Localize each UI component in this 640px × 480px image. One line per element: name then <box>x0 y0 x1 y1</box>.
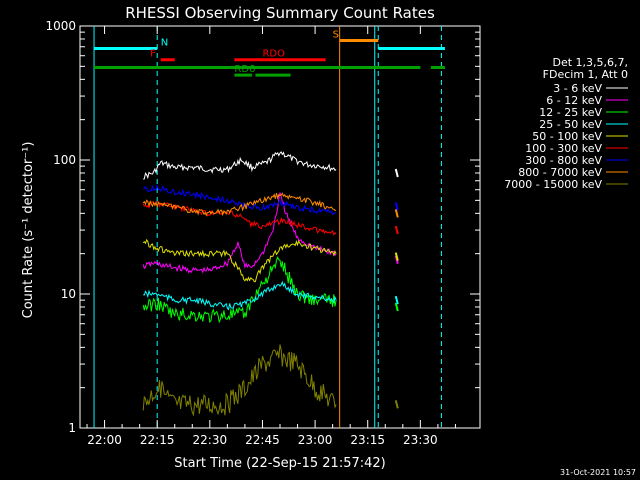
legend-label-7: 800 - 7000 keV <box>518 166 602 179</box>
plot-border <box>79 25 481 429</box>
x-tick-label-1: 22:15 <box>140 433 175 447</box>
series-line-8 <box>142 344 337 417</box>
chart-title: RHESSI Observing Summary Count Rates <box>125 4 435 22</box>
series-tail-3-0 <box>394 295 399 305</box>
legend-label-5: 100 - 300 keV <box>525 142 602 155</box>
series-tail-2-0 <box>394 302 399 312</box>
legend-label-0: 3 - 6 keV <box>553 82 602 95</box>
legend-label-4: 50 - 100 keV <box>532 130 602 143</box>
plot-frame <box>79 25 481 429</box>
x-tick-label-5: 23:15 <box>350 433 385 447</box>
series-line-0 <box>143 151 337 180</box>
y-tick-label-2: 100 <box>53 153 76 167</box>
flag-bars: N S F RDO RD6 <box>94 29 445 77</box>
x-tick-label-2: 22:30 <box>193 433 228 447</box>
series-line-4 <box>142 238 337 283</box>
legend-header-0: Det 1,3,5,6,7, <box>552 56 628 69</box>
y-tick-label-1: 10 <box>61 287 76 301</box>
series-lines <box>142 151 399 417</box>
legend-label-3: 25 - 50 keV <box>539 118 602 131</box>
series-tail-0-0 <box>394 168 399 178</box>
series-tail-4-0 <box>394 252 399 261</box>
series-line-1 <box>142 192 337 274</box>
series-tail-8-0 <box>394 400 399 409</box>
series-tail-7-0 <box>394 209 399 218</box>
legend-label-1: 6 - 12 keV <box>546 94 602 107</box>
series-line-7 <box>142 192 337 217</box>
vertical-markers <box>93 26 442 428</box>
y-tick-label-3: 1000 <box>45 19 76 33</box>
flag-label-2: F <box>150 49 156 60</box>
x-tick-label-3: 22:45 <box>245 433 280 447</box>
flag-label-5: RD6 <box>234 64 255 75</box>
legend: Det 1,3,5,6,7,FDecim 1, Att 03 - 6 keV6 … <box>504 56 628 191</box>
series-line-3 <box>143 280 337 311</box>
series-tail-5-0 <box>394 225 399 235</box>
series-line-2 <box>142 256 337 324</box>
legend-header-1: FDecim 1, Att 0 <box>543 68 628 81</box>
y-tick-label-0: 1 <box>68 421 76 435</box>
axis-ticks: 22:00 22:15 22:30 22:45 23:00 23:15 23:30 1 10 10… <box>45 19 480 447</box>
series-line-6 <box>143 183 337 216</box>
series-tail-6-0 <box>394 202 399 211</box>
x-axis-label: Start Time (22-Sep-15 21:57:42) <box>174 456 385 471</box>
x-tick-label-4: 23:00 <box>298 433 333 447</box>
legend-label-8: 7000 - 15000 keV <box>504 178 602 191</box>
y-axis-label: Count Rate (s⁻¹ detector⁻¹) <box>21 142 36 319</box>
legend-label-2: 12 - 25 keV <box>539 106 602 119</box>
x-tick-label-0: 22:00 <box>87 433 122 447</box>
flag-label-0: N <box>161 37 168 48</box>
legend-label-6: 300 - 800 keV <box>525 154 602 167</box>
flag-label-1: S <box>333 29 339 40</box>
flag-label-3: RDO <box>262 49 285 60</box>
x-tick-label-6: 23:30 <box>403 433 438 447</box>
footer-date: 31-Oct-2021 10:57 <box>560 468 636 477</box>
